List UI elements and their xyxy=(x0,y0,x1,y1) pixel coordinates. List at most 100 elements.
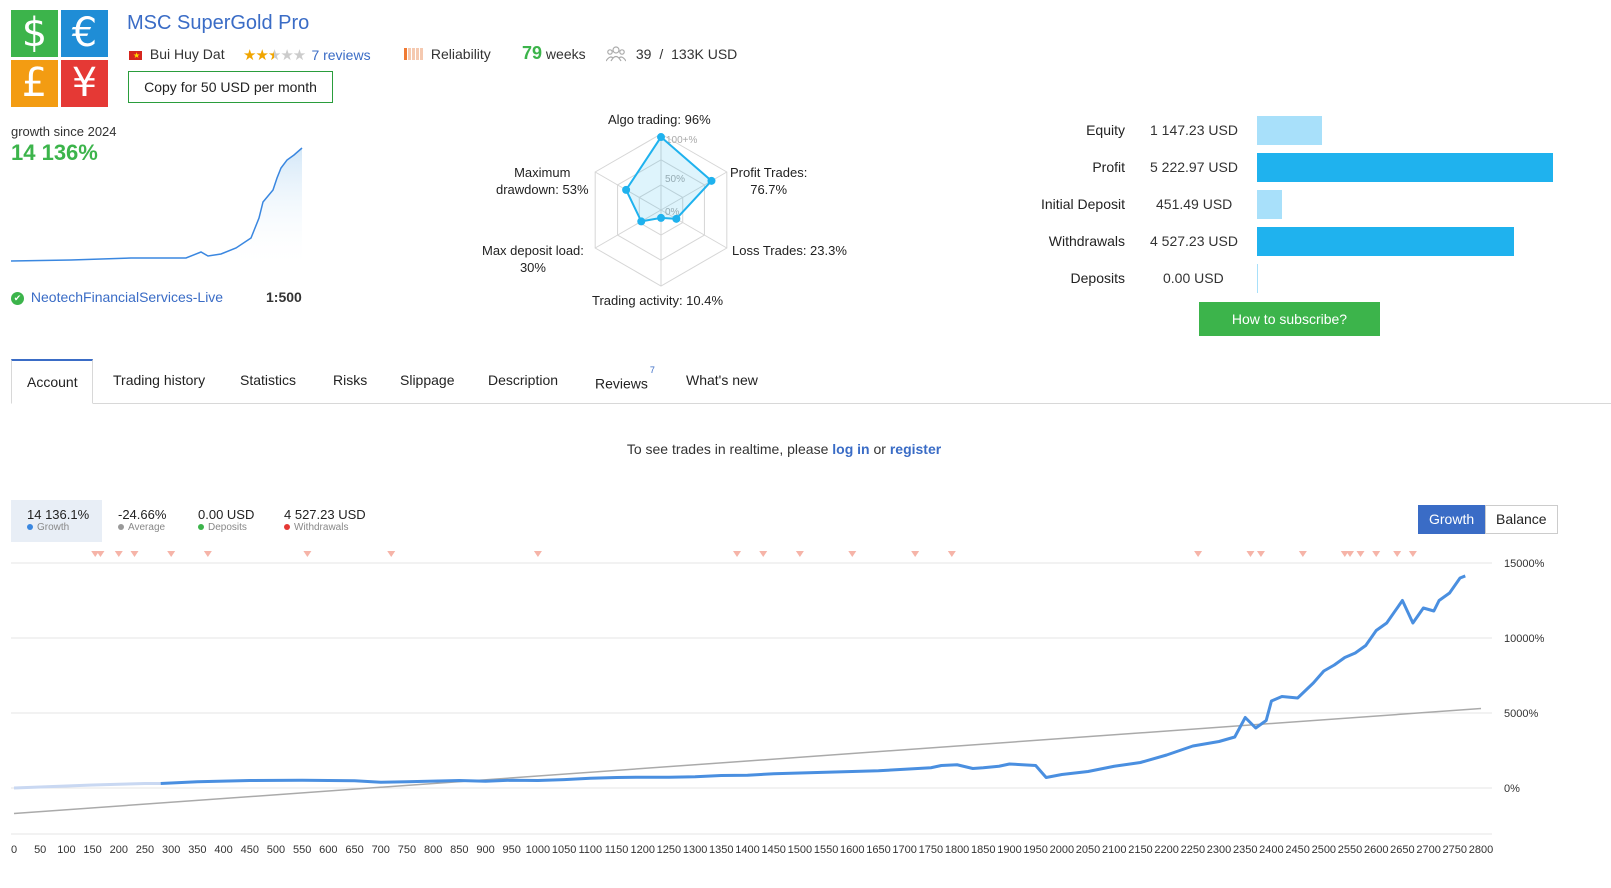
how-to-subscribe-button[interactable]: How to subscribe? xyxy=(1199,302,1380,336)
radar-label-algo: Algo trading: 96% xyxy=(608,112,711,127)
stat-withdrawals-bar xyxy=(1257,227,1514,256)
x-tick-label: 1000 xyxy=(526,844,550,856)
signal-title[interactable]: MSC SuperGold Pro xyxy=(127,12,310,34)
x-tick-label: 2800 xyxy=(1469,844,1493,856)
x-tick-label: 1450 xyxy=(761,844,785,856)
tab-statistics[interactable]: Statistics xyxy=(240,359,296,402)
x-tick-label: 800 xyxy=(424,844,442,856)
radar-label-load: Max deposit load: 30% xyxy=(482,242,584,276)
x-tick-label: 1900 xyxy=(997,844,1021,856)
withdrawal-marker xyxy=(911,551,920,557)
balance-toggle-button[interactable]: Balance xyxy=(1485,505,1558,534)
withdrawal-marker xyxy=(1408,551,1417,557)
reliability-bars-icon xyxy=(404,47,423,63)
tab-reviews[interactable]: Reviews7 xyxy=(595,359,655,402)
kpi-average[interactable]: -24.66% Average xyxy=(118,500,188,542)
tab-slippage[interactable]: Slippage xyxy=(400,359,455,402)
x-tick-label: 550 xyxy=(293,844,311,856)
tab-description[interactable]: Description xyxy=(488,359,558,402)
register-link[interactable]: register xyxy=(889,441,942,457)
tab-reviews-label: Reviews xyxy=(595,375,648,392)
y-tick-label: 5000% xyxy=(1504,708,1538,720)
author[interactable]: ★ Bui Huy Dat xyxy=(129,46,225,62)
growth-toggle-button[interactable]: Growth xyxy=(1418,505,1486,534)
tab-description-label: Description xyxy=(488,372,559,388)
x-tick-label: 650 xyxy=(345,844,363,856)
radar-axis xyxy=(660,171,728,211)
vietnam-flag-icon: ★ xyxy=(129,50,142,60)
x-tick-label: 2050 xyxy=(1076,844,1100,856)
x-tick-label: 2700 xyxy=(1416,844,1440,856)
tab-trading-history[interactable]: Trading history xyxy=(113,359,205,402)
reliability-label: Reliability xyxy=(430,46,491,62)
radar-value-point xyxy=(707,176,716,185)
kpi-withdrawals-key-label: Withdrawals xyxy=(294,522,349,533)
tab-reviews-badge: 7 xyxy=(649,365,655,375)
radar-label-drawdown: Maximum drawdown: 53% xyxy=(496,164,589,198)
rating[interactable]: ★★★★★ 7 reviews xyxy=(243,46,371,64)
x-tick-label: 0 xyxy=(11,844,17,856)
tab-account[interactable]: Account xyxy=(11,359,93,404)
server[interactable]: ✔ NeotechFinancialServices-Live xyxy=(11,289,223,305)
server-name[interactable]: NeotechFinancialServices-Live xyxy=(30,289,224,305)
y-tick-label: 0% xyxy=(1504,783,1520,795)
x-tick-label: 1850 xyxy=(971,844,995,856)
tab-bar: Account Trading history Statistics Risks… xyxy=(11,359,1611,404)
radar-ring-label: 0% xyxy=(665,207,680,218)
withdrawal-marker xyxy=(1256,551,1265,557)
stat-withdrawals-label: Withdrawals xyxy=(1048,233,1125,249)
withdrawal-marker xyxy=(167,551,176,557)
withdrawal-marker xyxy=(759,551,768,557)
stat-initial-deposit: Initial Deposit 451.49 USD xyxy=(1000,190,1560,220)
kpi-withdrawals-value: 4 527.23 USD xyxy=(284,507,366,522)
withdrawal-marker xyxy=(203,551,212,557)
x-tick-label: 1550 xyxy=(814,844,838,856)
subscriber-count: 39 xyxy=(635,46,652,63)
radar-value-point xyxy=(622,185,631,194)
x-tick-label: 600 xyxy=(319,844,337,856)
x-tick-label: 2500 xyxy=(1312,844,1336,856)
kpi-withdrawals-key: Withdrawals xyxy=(284,522,374,533)
kpi-growth-key: Growth xyxy=(27,522,102,533)
radar-value-point xyxy=(672,214,681,223)
x-tick-label: 1800 xyxy=(945,844,969,856)
rating-stars-icon: ★★★★★ xyxy=(243,47,306,64)
stat-deposits: Deposits 0.00 USD xyxy=(1000,264,1560,294)
logo-euro: € xyxy=(61,10,108,57)
radar-value-point xyxy=(657,133,665,142)
weeks-number: 79 xyxy=(522,43,543,63)
logo-pound: £ xyxy=(11,60,58,107)
kpi-growth[interactable]: 14 136.1% Growth xyxy=(11,500,102,542)
withdrawal-marker xyxy=(130,551,139,557)
radar-panel: 100+% 50% 0% Algo trading: 96% Profit Trad… xyxy=(480,110,860,310)
x-tick-label: 2650 xyxy=(1390,844,1414,856)
radar-value-polygon xyxy=(624,135,713,223)
kpi-deposits-key: Deposits xyxy=(198,522,268,533)
stat-deposits-label: Deposits xyxy=(1070,270,1125,286)
x-tick-label: 2200 xyxy=(1154,844,1178,856)
reliability[interactable]: Reliability xyxy=(404,46,491,63)
x-tick-label: 400 xyxy=(214,844,232,856)
tab-whats-new[interactable]: What's new xyxy=(686,359,758,402)
x-tick-label: 250 xyxy=(136,844,154,856)
withdrawal-marker xyxy=(1246,551,1255,557)
withdrawal-marker xyxy=(1346,551,1355,557)
x-tick-label: 1750 xyxy=(919,844,943,856)
x-tick-label: 900 xyxy=(476,844,494,856)
login-link[interactable]: log in xyxy=(832,441,870,457)
reviews-link[interactable]: 7 reviews xyxy=(311,47,371,63)
withdrawal-marker xyxy=(1372,551,1381,557)
withdrawal-marker xyxy=(533,551,542,557)
copy-button[interactable]: Copy for 50 USD per month xyxy=(128,71,333,103)
radar-axis xyxy=(594,209,662,249)
radar-ring-label: 100+% xyxy=(666,135,698,146)
radar-label-profit: Profit Trades: 76.7% xyxy=(730,164,807,198)
kpi-deposits[interactable]: 0.00 USD Deposits xyxy=(198,500,268,542)
kpi-withdrawals[interactable]: 4 527.23 USD Withdrawals xyxy=(284,500,374,542)
radar-label-drawdown-line2: drawdown: 53% xyxy=(496,182,589,197)
tab-risks[interactable]: Risks xyxy=(333,359,367,402)
author-name[interactable]: Bui Huy Dat xyxy=(149,46,225,62)
withdrawal-marker xyxy=(91,551,100,557)
mini-chart-area xyxy=(11,148,302,270)
x-tick-label: 2350 xyxy=(1233,844,1257,856)
